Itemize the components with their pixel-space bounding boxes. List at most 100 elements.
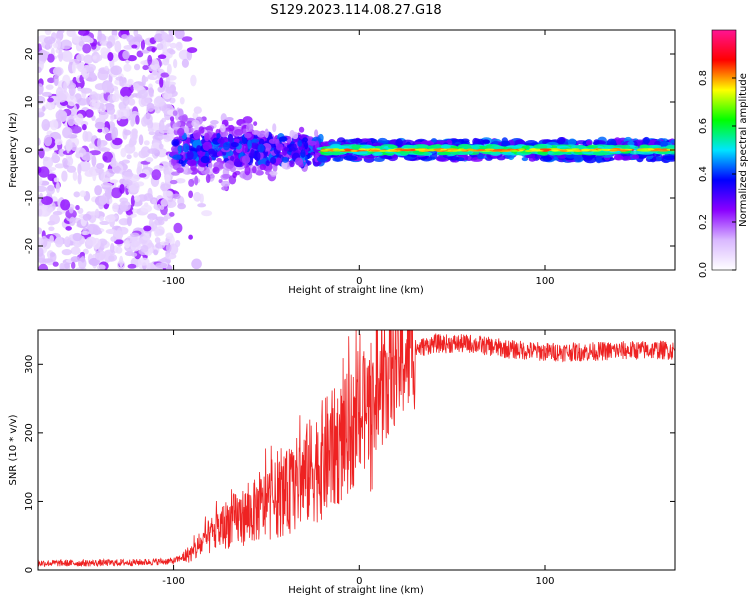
spectral-blob [94, 121, 106, 130]
spectral-blob [129, 235, 141, 248]
spectral-blob [171, 139, 180, 147]
spectral-blob [291, 143, 297, 152]
spectral-blob [133, 63, 141, 71]
spectral-blob [110, 65, 123, 76]
spectral-blob [120, 147, 127, 158]
spectral-blob [38, 185, 47, 193]
spectral-blob [142, 65, 149, 71]
spectral-blob [370, 149, 381, 152]
spectral-blob [252, 134, 259, 139]
spectral-blob [97, 137, 102, 149]
spectral-blob [597, 148, 609, 151]
spectral-blob [64, 236, 71, 246]
spectral-blob [137, 89, 148, 99]
spectral-blob [123, 44, 134, 50]
spectral-blob [124, 239, 131, 249]
spectral-blob [100, 171, 111, 184]
spectral-blob [147, 148, 159, 154]
spectral-blob [42, 258, 53, 263]
spectral-blob [122, 95, 130, 107]
spectral-blob [199, 193, 204, 204]
spectral-blob [108, 255, 115, 262]
spectral-blob [118, 218, 130, 226]
spectral-blob [282, 156, 289, 163]
spectral-blob [96, 162, 105, 170]
spectral-blob [408, 148, 415, 151]
spectral-blob [198, 126, 205, 134]
spectral-blob [61, 248, 72, 256]
spectral-blob [581, 149, 590, 152]
spectral-blob [41, 196, 53, 206]
spectral-blob [85, 63, 96, 72]
spectral-blob [73, 191, 81, 198]
spectral-blob [160, 198, 169, 207]
spectral-blob [94, 208, 100, 219]
x-tick-label: 100 [535, 276, 554, 287]
spectral-blob [216, 157, 222, 163]
spectral-blob [169, 116, 175, 122]
spectral-blob [38, 83, 44, 95]
spectral-blob [82, 213, 92, 221]
spectral-blob [225, 160, 235, 169]
spectral-blob [140, 204, 153, 213]
spectral-blob [471, 145, 480, 150]
spectral-blob [205, 174, 211, 184]
spectral-blob [207, 148, 215, 155]
spectral-blob [46, 53, 55, 63]
spectral-blob [544, 148, 552, 151]
spectral-blob [89, 150, 101, 156]
spectral-blob [177, 145, 182, 153]
spectral-blob [49, 119, 59, 131]
spectral-blob [82, 130, 89, 142]
spectral-blob [178, 159, 184, 165]
spectral-blob [79, 74, 84, 83]
spectral-blob [94, 168, 105, 174]
spectral-blob [559, 149, 568, 152]
spectral-blob [175, 41, 183, 51]
spectral-blob [52, 152, 58, 160]
spectral-blob [107, 52, 114, 62]
spectral-blob [114, 239, 124, 245]
spectral-blob [192, 130, 201, 140]
spectral-blob [126, 34, 135, 43]
spectral-blob [92, 169, 97, 182]
y-tick-label: -20 [24, 238, 35, 254]
spectral-blob [573, 154, 584, 163]
spectral-blob [165, 243, 172, 253]
spectral-blob [160, 72, 170, 78]
colorbar-tick-label: 0.0 [698, 262, 709, 278]
spectral-blob [88, 143, 95, 149]
spectral-blob [268, 138, 279, 144]
spectral-blob [606, 138, 617, 147]
snr-y-ticks: 0 100 200 300 [24, 355, 675, 573]
spectral-blob [121, 34, 129, 40]
spectrogram-marks [38, 30, 675, 270]
spectral-blob [221, 186, 228, 191]
spectral-blob [104, 214, 116, 223]
spectral-blob [567, 138, 577, 146]
spectral-blob [122, 179, 133, 187]
spectral-blob [65, 209, 77, 219]
spectral-blob [136, 50, 144, 58]
spectral-blob [176, 120, 181, 128]
spectral-blob [638, 151, 654, 155]
spectral-blob [111, 129, 117, 141]
colorbar-tick-label: 0.8 [698, 70, 709, 86]
spectral-blob [143, 225, 152, 232]
spectral-blob [120, 86, 132, 98]
spectral-blob [166, 48, 174, 53]
spectral-blob [524, 149, 532, 152]
spectral-blob [109, 243, 115, 254]
spectral-blob [53, 177, 60, 183]
spectral-blob [210, 120, 219, 125]
spectral-blob [461, 138, 470, 143]
spectral-blob [100, 47, 109, 56]
spectrogram-x-ticks: -100 0 100 [162, 30, 555, 287]
spectral-blob [112, 137, 123, 146]
spectral-blob [43, 134, 53, 147]
spectral-blob [254, 151, 261, 162]
spectral-blob [169, 243, 179, 255]
spectral-blob [128, 98, 136, 106]
spectrogram-y-label: Frequency (Hz) [8, 112, 19, 188]
spectral-blob [68, 84, 76, 97]
